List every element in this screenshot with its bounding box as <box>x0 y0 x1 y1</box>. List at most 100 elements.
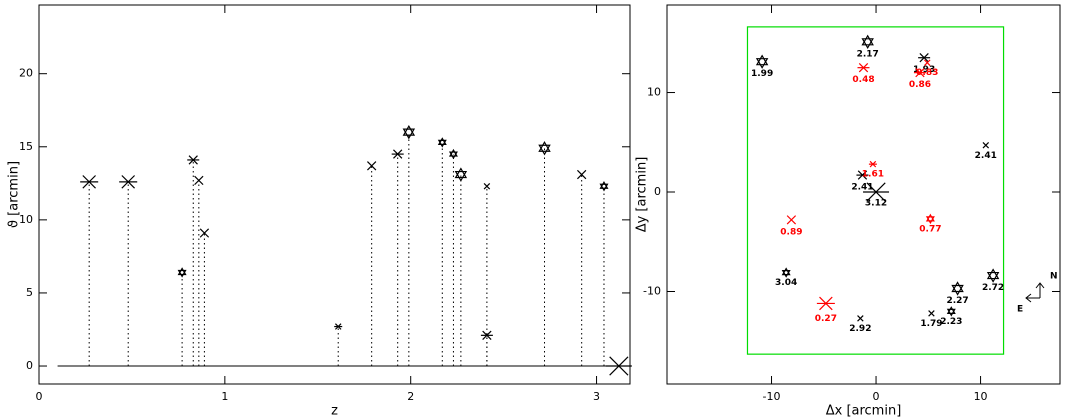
y-tick-label: -10 <box>643 284 661 297</box>
y-tick-label: 10 <box>19 213 33 226</box>
marker-stroke <box>924 59 931 66</box>
compass-north: N <box>1050 272 1058 282</box>
point <box>925 213 935 225</box>
point <box>448 148 458 160</box>
marker-stroke <box>599 183 609 192</box>
compass <box>1025 282 1045 303</box>
marker-stroke <box>199 228 210 238</box>
marker-stroke <box>951 284 964 296</box>
marker-stroke <box>951 281 964 293</box>
point <box>913 67 926 78</box>
marker-stroke <box>986 268 1000 280</box>
point <box>437 137 447 148</box>
marker-stroke <box>928 310 935 317</box>
compass-east-head <box>1025 293 1032 303</box>
marker-stroke <box>367 161 377 171</box>
point-label: 1.61 <box>862 170 884 180</box>
marker-stroke <box>402 128 416 140</box>
marker-stroke <box>448 151 458 160</box>
point <box>861 34 874 50</box>
x-tick-label: 0 <box>36 390 43 403</box>
point-label: 2.41 <box>851 183 873 193</box>
y-tick-label: 5 <box>26 286 33 299</box>
marker-stroke <box>448 148 458 157</box>
y-axis-title: ϑ [arcmin] <box>7 161 22 228</box>
point <box>781 267 791 278</box>
point-label: 0.86 <box>909 80 931 90</box>
x-tick-label: 2 <box>407 390 414 403</box>
marker-stroke <box>946 308 956 317</box>
marker-stroke <box>755 54 769 66</box>
marker-stroke <box>946 306 956 314</box>
marker-stroke <box>538 141 551 152</box>
point-label: 2.41 <box>975 151 997 161</box>
x-tick-label: -10 <box>763 390 781 403</box>
point <box>199 228 210 238</box>
point-label: 1.99 <box>751 69 773 79</box>
marker-stroke <box>577 169 587 180</box>
marker-stroke <box>786 215 797 225</box>
point-label: 0.83 <box>916 68 938 78</box>
point <box>755 54 769 69</box>
y-tick-label: 10 <box>647 86 661 99</box>
marker-stroke <box>454 170 468 182</box>
point <box>918 53 931 63</box>
x-tick-label: 3 <box>593 390 600 403</box>
marker-stroke <box>177 267 187 276</box>
compass-east: E <box>1017 305 1023 315</box>
marker-stroke <box>194 175 204 186</box>
marker-stroke <box>857 315 864 322</box>
marker-stroke <box>781 269 791 278</box>
point <box>951 281 964 296</box>
point <box>334 323 343 330</box>
point <box>786 215 797 225</box>
x-tick-label: 10 <box>974 390 988 403</box>
point-label: 0.89 <box>780 227 802 237</box>
cluster <box>863 182 890 202</box>
marker-stroke <box>177 269 187 278</box>
point <box>857 63 870 73</box>
point-label: 0.27 <box>815 314 837 324</box>
point <box>857 315 864 322</box>
point <box>577 169 587 180</box>
marker-stroke <box>599 181 609 189</box>
point-label: 2.72 <box>982 283 1004 293</box>
marker-stroke <box>982 142 990 149</box>
marker-stroke <box>437 137 447 145</box>
point <box>187 155 200 165</box>
point-label: 2.27 <box>946 296 968 306</box>
point-label: 2.23 <box>940 317 962 327</box>
marker-stroke <box>781 267 791 276</box>
x-tick-label: 0 <box>873 390 880 403</box>
x-tick-label: 1 <box>221 390 228 403</box>
point <box>924 59 931 66</box>
point <box>982 142 990 149</box>
point <box>402 124 416 140</box>
marker-stroke <box>986 271 1000 283</box>
marker-stroke <box>454 167 468 179</box>
cluster-label: 3.12 <box>865 199 887 209</box>
point <box>480 330 493 340</box>
marker-stroke <box>925 213 935 222</box>
point <box>454 167 468 182</box>
point-label: 3.04 <box>775 278 797 288</box>
point <box>928 310 935 317</box>
marker-stroke <box>538 144 551 156</box>
marker-stroke <box>755 58 769 69</box>
marker-stroke <box>925 216 935 225</box>
point <box>856 170 869 180</box>
marker-stroke <box>402 124 416 136</box>
point-label: 0.48 <box>852 75 874 85</box>
marker-stroke <box>861 38 874 50</box>
point <box>816 296 835 311</box>
compass-north-head <box>1035 282 1045 289</box>
point <box>538 141 551 156</box>
x-axis-title: Δx [arcmin] <box>826 404 902 419</box>
point-label: 0.77 <box>919 224 941 234</box>
point <box>868 160 877 168</box>
point <box>946 306 956 317</box>
point <box>119 175 138 189</box>
y-tick-label: 15 <box>19 140 33 153</box>
point-label: 1.93 <box>913 65 935 75</box>
point <box>483 182 491 190</box>
